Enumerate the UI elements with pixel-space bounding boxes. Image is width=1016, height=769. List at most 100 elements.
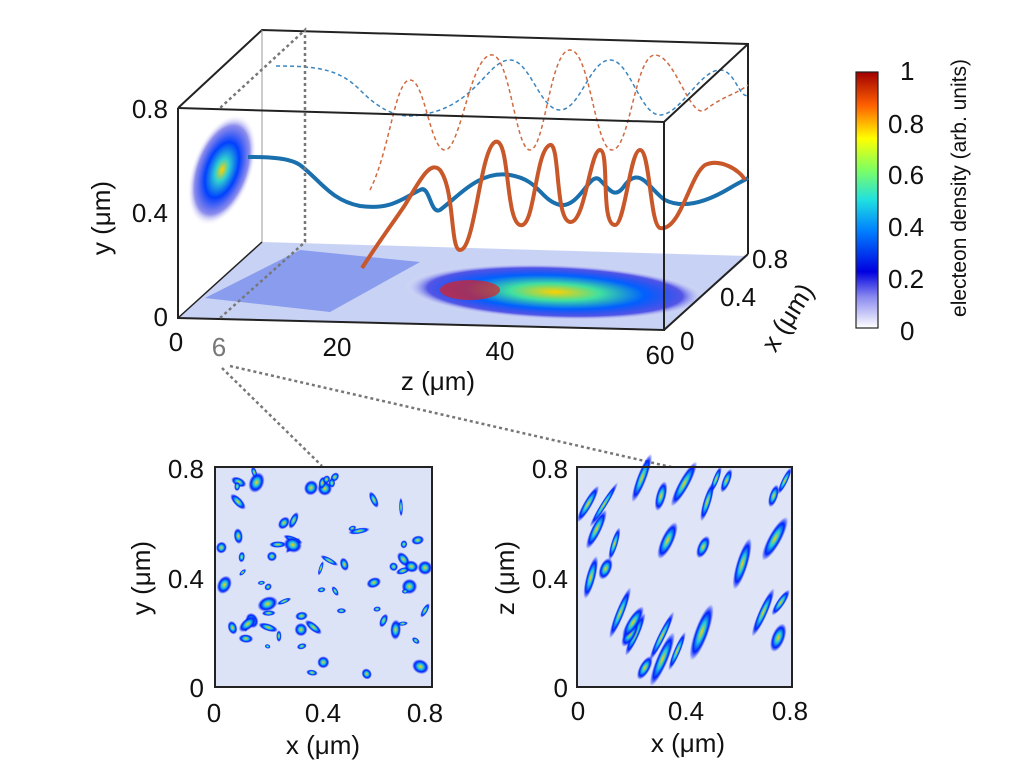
heatmap-xy-blob [361, 668, 372, 680]
series-line-orange [360, 140, 747, 270]
heatmap-xy-blob [248, 472, 265, 493]
heatmap-xy-blob [294, 622, 308, 637]
colorbar: 1 0.8 0.6 0.4 0.2 0 electeon density (ar… [855, 56, 971, 346]
xy-ylabel: y (μm) [126, 541, 156, 615]
heatmap-xy-blob [373, 606, 382, 612]
heatmap-xy-blob [339, 557, 349, 572]
heatmap-xy-blob [238, 615, 257, 633]
heatmap-xy-blob [257, 596, 278, 612]
heatmap-xz-frame [576, 466, 793, 688]
heatmap-xy-blob [288, 511, 299, 529]
heatmap-xz-blob [609, 587, 632, 639]
heatmap-xz-blob [649, 632, 675, 687]
heatmap-xy-blob [389, 562, 399, 572]
y-tick-0.4: 0.4 [132, 198, 168, 228]
xz-xtick-0: 0 [571, 696, 585, 726]
heatmap-xz-blob [631, 453, 653, 503]
colorbar-tick-1: 1 [900, 56, 914, 86]
colorbar-gradient [855, 71, 879, 329]
colorbar-tick-0.4: 0.4 [888, 212, 924, 242]
main-3d-panel [177, 27, 750, 332]
heatmap-xy-blob [317, 561, 324, 576]
heatmap-xy-blob [304, 619, 322, 635]
heatmap-xy-blob [296, 643, 307, 650]
heatmap-xy-frame [214, 466, 433, 688]
xz-ytick-0: 0 [554, 673, 568, 703]
heatmap-xy-blob [283, 536, 302, 553]
heatmap-xy-blob [398, 497, 404, 517]
xz-ylabel: z (μm) [490, 541, 520, 615]
heatmap-xy-panel: 0.8 0.4 0 0 0.4 0.8 x (μm) y (μm) [126, 454, 443, 760]
heatmap-xy-blob [264, 644, 271, 649]
heatmap-xz-blob [768, 484, 780, 508]
heatmap-xz-blob [585, 509, 607, 550]
xy-ytick-0.4: 0.4 [168, 564, 204, 594]
heatmap-xy-blob [401, 588, 409, 594]
heatmap-xz-blob [761, 516, 789, 561]
colorbar-tick-0.8: 0.8 [888, 109, 924, 139]
heatmap-xy-blob [264, 583, 272, 591]
heatmap-xy-blob [400, 540, 408, 549]
heatmap-xz-blob [696, 535, 711, 559]
heatmap-xy-blob [317, 587, 326, 593]
heatmap-xy-blob [404, 560, 419, 573]
heatmap-xz-blob [732, 538, 752, 590]
x-tick-0: 0 [680, 326, 694, 356]
z-axis-label: z (μm) [401, 366, 475, 396]
heatmap-xy-blob [348, 525, 357, 532]
heatmap-xy-blob [239, 568, 247, 576]
x-tick-0.4: 0.4 [720, 282, 756, 312]
xz-ytick-0.8: 0.8 [532, 454, 568, 484]
main-axes-text: 0.8 0.4 0 y (μm) 0 6 20 40 60 z (μm) 0 0… [86, 94, 820, 396]
heatmap-xy-blob [216, 575, 232, 594]
heatmap-xy-blob [336, 608, 347, 614]
heatmap-xy-blob [295, 611, 308, 621]
heatmap-xz-blob [751, 588, 775, 637]
heatmap-xy-background [215, 467, 432, 687]
heatmap-xy-blob [390, 619, 402, 640]
heatmap-xy-blob [317, 656, 330, 669]
floor-density-band [405, 263, 705, 321]
heatmap-xy-blob [276, 630, 282, 642]
heatmap-xy-blob [266, 551, 277, 562]
heatmap-xy-blobs [215, 466, 433, 680]
zoom-connector-left [221, 367, 323, 467]
heatmap-xy-blob [306, 669, 318, 676]
heatmap-xy-blob [257, 580, 266, 586]
colorbar-label: electeon density (arb. units) [948, 59, 971, 317]
xz-xtick-0.8: 0.8 [772, 696, 808, 726]
dashed-projection-orange [369, 49, 749, 191]
heatmap-xy-blob [322, 475, 331, 484]
series-line-blue [247, 155, 750, 213]
heatmap-xy-blob [320, 555, 339, 566]
floor-density-hotspot [440, 280, 500, 300]
box-top-front-edges [177, 43, 749, 124]
x-tick-0.8: 0.8 [752, 244, 788, 274]
heatmap-xz-blob [668, 631, 686, 671]
y-axis-label: y (μm) [86, 181, 116, 255]
z-tick-6: 6 [212, 332, 226, 362]
heatmap-xz-blob [608, 527, 621, 561]
heatmap-xy-blob [412, 659, 429, 675]
heatmap-xz-blob [622, 606, 644, 639]
xz-xtick-0.4: 0.4 [668, 696, 704, 726]
heatmap-xz-blob [771, 589, 790, 616]
heatmap-xz-blob [654, 481, 668, 511]
heatmap-xy-blob [417, 560, 433, 576]
xy-xlabel: x (μm) [286, 730, 360, 760]
xz-ytick-0.4: 0.4 [532, 564, 568, 594]
heatmap-xy-blob [227, 620, 238, 635]
heatmap-xy-blob [238, 634, 254, 644]
heatmap-xy-blob [379, 613, 389, 628]
dashed-projection-blue [275, 59, 749, 117]
box-floor-left-edge [177, 241, 263, 319]
heatmap-xz-blob [769, 623, 787, 652]
z-tick-20: 20 [323, 332, 352, 362]
box-back-edges [177, 28, 749, 254]
xy-ytick-0: 0 [190, 673, 204, 703]
heatmap-xz-blob [700, 482, 715, 522]
colorbar-tick-0.2: 0.2 [888, 264, 924, 294]
heatmap-xz-blob [670, 461, 698, 507]
y-tick-0.8: 0.8 [132, 94, 168, 124]
